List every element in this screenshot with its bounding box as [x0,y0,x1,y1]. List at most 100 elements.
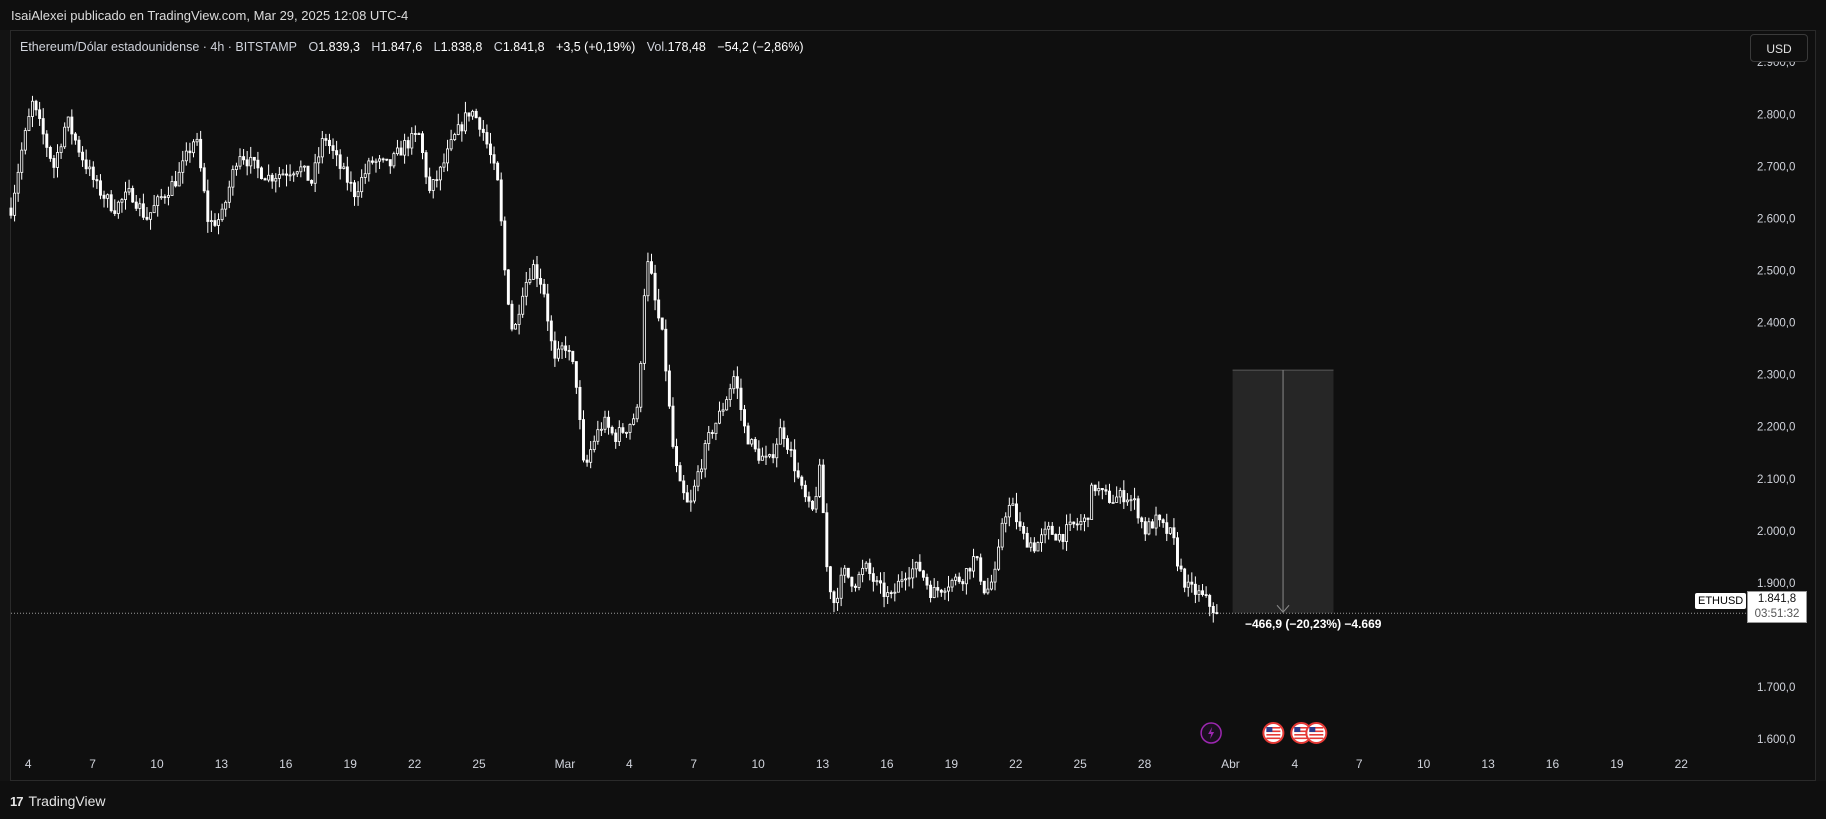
candle-body [610,426,614,434]
candle-body [718,410,721,424]
last-price-box: 1.841,8 03:51:32 [1747,591,1807,623]
candle-body [453,134,457,141]
candle-body [438,166,442,181]
candle-body [785,438,789,450]
candle-body [760,455,764,461]
candle-body [206,190,210,222]
tradingview-logo[interactable]: 17 TradingView [10,793,106,809]
candle-body [88,166,92,170]
last-price: 1.841,8 [1757,593,1797,605]
candle-body [467,112,471,117]
measure-arrow-head [1276,604,1290,614]
candle-body [1054,534,1058,541]
symbol-tag: ETHUSD [1695,593,1747,609]
candle-body [596,429,600,442]
candle-body [1082,517,1086,522]
candle-body [821,464,825,514]
candle-body [202,167,206,192]
candle-body [1014,503,1018,523]
candle-body [628,423,632,433]
candle-body [163,196,167,199]
candle-body [1208,595,1212,607]
candle-body [127,188,131,193]
candle-body [306,165,310,181]
price-axis-tick: 2.400,0 [1757,318,1795,330]
candle-body [1201,590,1205,595]
candle-body [714,422,718,434]
time-axis-tick: 13 [1481,757,1495,771]
candle-body [896,580,900,593]
candle-body [879,580,882,584]
candle-body [556,348,560,359]
time-axis-tick: 19 [1610,757,1624,771]
candle-body [800,476,804,486]
candle-body [989,581,993,590]
candle-body [968,568,972,572]
time-axis-tick: 7 [89,757,96,771]
candle-body [1068,521,1072,526]
currency-button[interactable]: USD [1750,34,1808,62]
price-axis-tick: 2.800,0 [1757,109,1795,121]
candle-body [16,171,20,194]
candle-body [850,576,854,587]
candle-body [839,574,843,599]
price-axis-tick: 2.000,0 [1757,526,1795,538]
candle-body [560,345,564,350]
candle-body [410,133,414,149]
candle-body [1186,581,1190,588]
candle-body [535,264,539,279]
price-axis-tick: 2.700,0 [1757,161,1795,173]
time-axis-tick: 22 [1675,757,1689,771]
candle-body [496,162,500,181]
candle-body [188,150,192,154]
time-axis-tick: Mar [555,757,576,771]
candle-body [750,439,754,445]
candle-body [954,576,958,581]
candle-body [274,177,278,182]
candle-body [692,485,696,502]
candle-body [378,158,382,162]
candle-body [292,173,296,176]
candle-body [38,109,42,119]
symbol-description[interactable]: Ethereum/Dólar estadounidense · 4h · BIT… [20,40,297,54]
time-axis-tick: 13 [816,757,830,771]
price-axis-tick: 2.600,0 [1757,213,1795,225]
candle-body [893,591,897,594]
flag-stripe [1309,734,1324,736]
candle-body [582,419,585,461]
candle-body [857,574,861,588]
candle-body [1065,524,1069,542]
tradingview-logo-text: TradingView [28,793,106,809]
chart-frame[interactable] [10,30,1816,781]
high-label: H [371,40,381,54]
candle-body [642,295,646,364]
candle-body [245,159,249,167]
candle-body [972,556,976,572]
candle-body [764,455,768,458]
candle-body [413,133,417,135]
candle-body [943,590,947,593]
candle-body [1043,528,1047,536]
candle-body [592,440,596,451]
time-axis-tick: 7 [1356,757,1363,771]
candle-body [428,176,432,191]
price-axis-tick: 2.200,0 [1757,422,1795,434]
candle-body [27,116,31,131]
candle-body [124,191,127,200]
candle-body [1150,521,1154,529]
volume-label: Vol. [646,40,668,54]
us-flag-icon [1305,722,1328,744]
candle-body [217,219,221,226]
candle-body [589,449,593,463]
flag-stripe [1266,730,1281,733]
candle-body [635,406,639,420]
candle-body [510,303,514,330]
candle-body [664,328,668,372]
candle-body [98,180,102,196]
candle-body [374,160,378,163]
candle-body [1197,590,1201,595]
candle-body [871,573,875,582]
candle-body [875,580,879,583]
candle-body [342,166,346,169]
